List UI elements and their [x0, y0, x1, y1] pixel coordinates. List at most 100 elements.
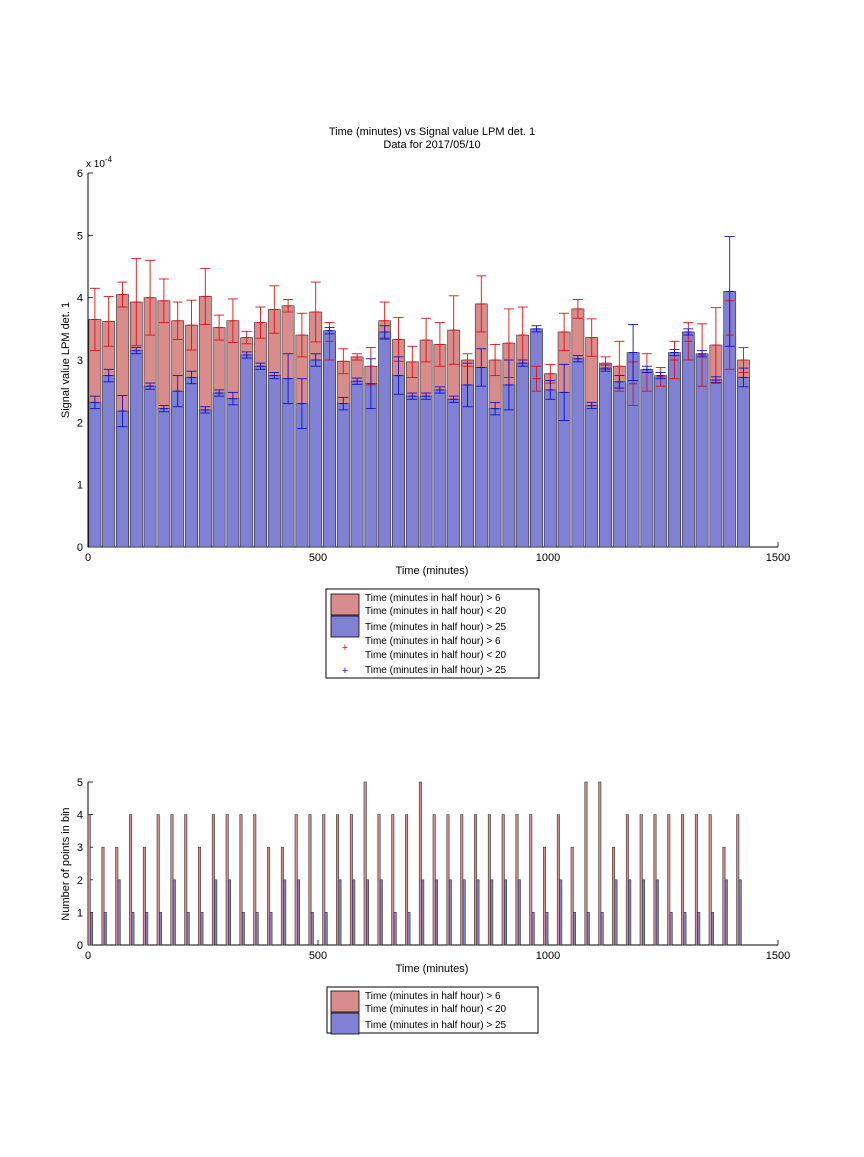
signal-y-tick-label: 4 — [77, 293, 83, 305]
count-blue-bar — [462, 879, 466, 946]
count-red-bar — [101, 846, 105, 946]
legend-blue-bar-swatch — [330, 615, 360, 638]
signal-chart: Time (minutes) vs Signal value LPM det. … — [60, 126, 790, 577]
count-red-bar — [612, 846, 616, 946]
count-blue-bar — [738, 879, 742, 946]
count-red-bar — [294, 814, 298, 946]
count-x-tick-label: 500 — [309, 950, 327, 962]
blue-bar — [737, 377, 750, 548]
legend-red-bar-line2-bottom: Time (minutes in half hour) < 20 — [365, 1004, 507, 1015]
count-red-bar — [349, 814, 353, 946]
signal-y-tick-label: 3 — [77, 355, 83, 367]
count-blue-bar — [90, 912, 93, 946]
count-x-tick-label: 1500 — [766, 950, 790, 962]
count-blue-bar — [724, 879, 728, 946]
count-legend: Time (minutes in half hour) > 6 Time (mi… — [326, 986, 539, 1035]
signal-y-tick-label: 2 — [77, 417, 83, 429]
count-red-bar — [446, 814, 450, 946]
blue-bar — [129, 350, 143, 548]
count-blue-bar — [283, 879, 287, 946]
signal-plot-area: 0 500 1000 1500 0 1 2 3 4 5 6 — [77, 168, 790, 564]
blue-bar — [488, 408, 502, 548]
count-red-bar — [570, 846, 574, 946]
count-red-bar — [87, 814, 91, 946]
count-blue-bar — [172, 879, 176, 946]
count-blue-bar — [324, 912, 328, 946]
count-blue-bar — [145, 912, 149, 946]
count-red-bar — [598, 781, 602, 946]
count-red-bar — [474, 814, 478, 946]
blue-bar — [543, 389, 557, 548]
count-red-bar — [543, 846, 547, 946]
count-red-bar — [653, 814, 657, 946]
count-red-bar — [708, 814, 712, 946]
count-red-bar — [239, 814, 243, 946]
blue-bar — [102, 375, 116, 548]
count-blue-bar — [421, 879, 425, 946]
count-red-bar — [460, 814, 464, 946]
count-blue-bar — [393, 912, 397, 946]
count-red-bar — [418, 781, 422, 946]
blue-bar — [668, 352, 681, 548]
count-red-bar — [156, 814, 160, 946]
blue-bar — [88, 402, 102, 548]
blue-bar — [612, 381, 626, 548]
legend-blue-marker: + — [342, 665, 348, 677]
count-red-bar — [639, 814, 643, 946]
count-y-tick-label: 0 — [77, 940, 83, 952]
blue-bar — [336, 403, 350, 548]
count-red-bar — [681, 814, 685, 946]
count-blue-bar — [490, 879, 494, 946]
count-red-bar — [129, 814, 133, 946]
blue-bar — [226, 398, 240, 548]
count-red-bar — [529, 814, 533, 946]
count-red-bar — [363, 781, 367, 946]
signal-legend: Time (minutes in half hour) > 6 Time (mi… — [325, 588, 540, 679]
signal-y-tick-label: 6 — [77, 168, 83, 180]
signal-x-tick-label: 1500 — [766, 552, 790, 564]
count-red-bar — [142, 846, 146, 946]
legend-blue-bar-swatch-bottom — [330, 1012, 360, 1035]
count-red-bar — [722, 846, 726, 946]
blue-bar — [474, 367, 488, 548]
count-red-bar — [377, 814, 381, 946]
count-red-bar — [501, 814, 505, 946]
count-blue-bar — [628, 879, 632, 946]
count-red-bar — [336, 814, 340, 946]
blue-bar — [309, 359, 323, 548]
count-blue-bar — [697, 912, 701, 946]
chart-title: Time (minutes) vs Signal value LPM det. … — [329, 126, 535, 138]
y-axis-label-bottom: Number of points in bin — [60, 807, 72, 920]
count-red-bar — [211, 814, 215, 946]
count-red-bar — [198, 846, 202, 946]
count-red-bar — [253, 814, 257, 946]
count-blue-bar — [683, 912, 687, 946]
x-axis-label-bottom: Time (minutes) — [396, 963, 469, 975]
blue-bar — [116, 410, 129, 548]
count-blue-bar — [131, 912, 135, 946]
count-blue-bar — [297, 879, 300, 946]
count-blue-bar — [600, 912, 604, 946]
count-red-bar — [170, 814, 174, 946]
y-axis-label: Signal value LPM det. 1 — [60, 302, 72, 418]
blue-bar — [171, 390, 185, 548]
blue-bar — [157, 408, 171, 548]
blue-bar — [433, 389, 447, 548]
blue-bar — [254, 365, 267, 548]
count-red-bar — [225, 814, 229, 946]
signal-x-tick-label: 0 — [85, 552, 91, 564]
count-plot-area: 0 500 1000 1500 0 1 2 3 4 5 — [77, 777, 790, 962]
count-blue-bar — [669, 912, 673, 946]
blue-bar — [240, 354, 254, 548]
count-blue-bar — [559, 879, 563, 946]
count-blue-bar — [573, 912, 576, 946]
blue-bar — [585, 405, 599, 548]
legend-blue-marker-label: Time (minutes in half hour) > 25 — [365, 665, 507, 676]
blue-bar — [654, 375, 668, 548]
blue-bar — [405, 395, 419, 548]
count-blue-bar — [407, 912, 411, 946]
legend-blue-bar-label: Time (minutes in half hour) > 25 — [365, 622, 507, 633]
blue-bar — [323, 330, 336, 548]
